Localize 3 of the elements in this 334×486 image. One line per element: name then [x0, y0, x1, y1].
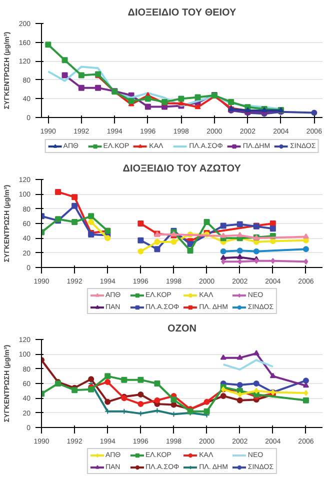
- chart-title: ΟΖΟΝ: [168, 324, 196, 334]
- chart-title: ΔΙΟΞΕΙΔΙΟ ΤΟΥ ΑΖΩΤΟΥ: [122, 164, 242, 174]
- chart-title: ΔΙΟΞΕΙΔΙΟ ΤΟΥ ΘΕΙΟΥ: [128, 8, 237, 18]
